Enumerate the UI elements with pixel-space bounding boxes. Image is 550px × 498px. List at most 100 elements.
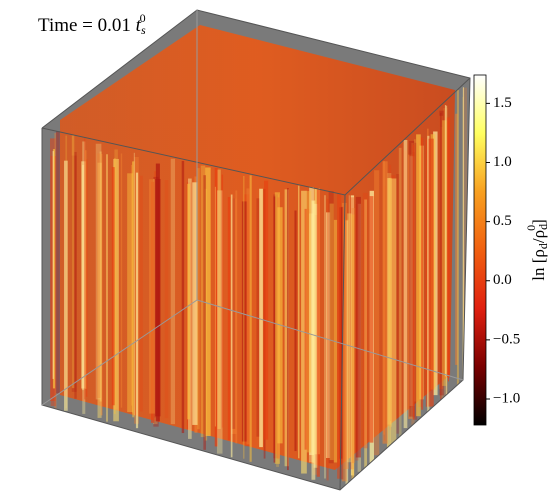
streak	[316, 189, 320, 477]
streak	[63, 160, 68, 411]
streak	[351, 214, 355, 484]
colorbar-label: ln [ρd/ρd0]	[524, 219, 550, 281]
streak	[351, 208, 356, 464]
streak	[97, 162, 102, 418]
streak	[386, 178, 391, 450]
streak	[106, 154, 108, 422]
streak	[328, 191, 334, 464]
streak	[214, 186, 216, 427]
streak	[135, 172, 139, 429]
streak	[442, 120, 447, 386]
streak	[74, 151, 77, 399]
streak	[297, 185, 300, 459]
streak	[99, 151, 102, 402]
streak	[155, 163, 160, 422]
title: Time = 0.01 ts0	[38, 11, 146, 37]
title-var: t	[136, 15, 142, 36]
cb-label-mid: /ρ	[529, 230, 548, 243]
streak	[181, 160, 185, 434]
streak	[427, 135, 430, 417]
streak	[390, 178, 397, 449]
streak	[83, 138, 86, 400]
streak	[132, 161, 135, 418]
streak	[164, 180, 169, 419]
volume	[50, 25, 467, 485]
streak	[256, 198, 261, 437]
cb-label-sub: d	[536, 243, 550, 249]
colorbar-tick-label: 1.0	[493, 154, 512, 170]
streak	[433, 131, 438, 396]
streak	[388, 177, 392, 427]
colorbar-tick-label: 0.5	[493, 213, 512, 229]
colorbar-tick-label: 1.5	[493, 95, 512, 111]
streak	[462, 87, 465, 378]
streak	[412, 142, 418, 420]
streak	[203, 175, 206, 450]
streak	[187, 183, 191, 420]
streak	[217, 169, 221, 429]
streak	[463, 87, 467, 372]
streak	[113, 158, 119, 422]
streak	[439, 110, 444, 396]
streak	[249, 175, 252, 462]
streak	[273, 196, 276, 463]
streak	[414, 139, 416, 402]
streak	[364, 199, 368, 473]
title-text: Time = 0.01	[38, 15, 136, 36]
cb-label-text: ln [ρ	[529, 249, 548, 281]
streak	[197, 168, 200, 430]
streak	[111, 167, 115, 406]
streak	[362, 192, 368, 449]
streak	[205, 167, 211, 437]
streak	[355, 196, 361, 458]
streak	[192, 182, 198, 425]
streak	[326, 212, 331, 458]
streak	[382, 161, 388, 444]
cb-label-end: ]	[529, 219, 548, 225]
streak	[425, 139, 428, 407]
streak	[71, 155, 77, 392]
colorbar-tick-label: −0.5	[493, 331, 520, 347]
streak	[309, 187, 314, 456]
streak	[52, 149, 56, 389]
streak	[455, 113, 458, 365]
streak	[95, 143, 102, 400]
streak	[54, 132, 57, 409]
streak	[243, 175, 245, 459]
streak	[374, 170, 380, 456]
streak	[263, 180, 269, 440]
streak	[216, 190, 223, 454]
streak	[214, 167, 218, 447]
streak	[412, 144, 415, 420]
streak	[85, 159, 88, 397]
streak	[428, 138, 434, 407]
streak	[409, 156, 415, 406]
cb-label-sup2: 0	[524, 225, 538, 231]
streak	[337, 193, 342, 479]
streak	[71, 135, 75, 389]
title-sup: 0	[140, 11, 146, 25]
streak	[345, 220, 349, 485]
streak	[231, 198, 237, 434]
streak	[341, 202, 347, 482]
streak	[456, 90, 459, 386]
streak	[446, 117, 451, 378]
streak	[259, 188, 263, 448]
cb-label-sub2: d	[536, 224, 550, 230]
streak	[100, 153, 103, 416]
cube-front-edge	[339, 194, 346, 491]
streak	[398, 147, 402, 438]
title-sub: s	[141, 23, 146, 37]
streak	[403, 139, 408, 429]
streak	[284, 189, 289, 467]
streak	[52, 151, 54, 379]
streak	[96, 153, 101, 399]
streak	[131, 164, 133, 406]
streak	[440, 112, 442, 402]
streak	[416, 134, 421, 417]
streak	[324, 195, 326, 479]
streak	[304, 208, 311, 450]
streak	[139, 175, 143, 412]
streak	[227, 196, 231, 441]
